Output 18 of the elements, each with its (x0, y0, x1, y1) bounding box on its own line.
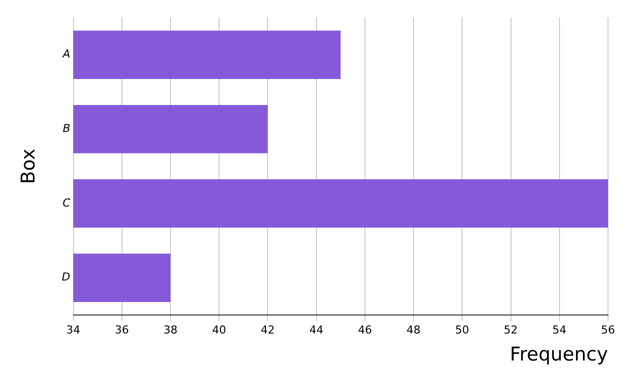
x-tick-label: 50 (455, 323, 470, 336)
x-tick-label: 54 (552, 323, 566, 336)
x-tick-label: 36 (114, 323, 129, 336)
x-axis-title: Frequency (510, 344, 608, 366)
y-tick-label: B (62, 122, 70, 135)
x-tick-label: 44 (309, 323, 324, 336)
y-axis-title: Box (17, 148, 40, 184)
y-tick-label: A (62, 48, 70, 61)
x-tick-label: 46 (358, 323, 372, 336)
x-tick-label: 56 (601, 323, 615, 336)
x-tick-label: 52 (504, 323, 518, 336)
x-tick-label: 38 (163, 323, 178, 336)
x-tick-label: 34 (66, 323, 80, 336)
x-tick-label: 42 (260, 323, 275, 336)
x-tick-label: 48 (406, 323, 421, 336)
y-tick-label: D (62, 270, 70, 284)
y-tick-label: C (62, 196, 71, 210)
x-tick-label: 40 (212, 323, 226, 336)
